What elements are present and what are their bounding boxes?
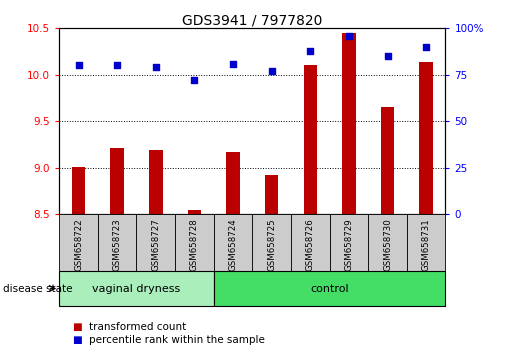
Text: transformed count: transformed count: [89, 322, 186, 332]
Bar: [368, 214, 407, 271]
Bar: [381, 107, 394, 214]
Text: GSM658724: GSM658724: [229, 219, 237, 272]
Bar: [330, 214, 368, 271]
Text: GSM658730: GSM658730: [383, 219, 392, 272]
Bar: [291, 214, 330, 271]
Text: GSM658723: GSM658723: [113, 219, 122, 272]
Bar: [214, 271, 445, 306]
Bar: [303, 65, 317, 214]
Point: [306, 48, 314, 53]
Bar: [136, 214, 175, 271]
Point: [229, 61, 237, 67]
Bar: [175, 214, 214, 271]
Bar: [72, 167, 85, 214]
Point: [113, 63, 122, 68]
Bar: [265, 175, 279, 214]
Bar: [59, 271, 214, 306]
Text: vaginal dryness: vaginal dryness: [92, 284, 181, 293]
Text: GSM658728: GSM658728: [190, 219, 199, 272]
Text: ■: ■: [72, 322, 82, 332]
Title: GDS3941 / 7977820: GDS3941 / 7977820: [182, 13, 322, 27]
Bar: [187, 210, 201, 214]
Bar: [407, 214, 445, 271]
Bar: [252, 214, 291, 271]
Point: [191, 78, 199, 83]
Bar: [110, 148, 124, 214]
Bar: [342, 33, 356, 214]
Point: [268, 68, 276, 74]
Text: ■: ■: [72, 335, 82, 345]
Bar: [214, 214, 252, 271]
Text: disease state: disease state: [3, 284, 72, 293]
Point: [422, 44, 431, 50]
Point: [383, 53, 392, 59]
Point: [345, 33, 353, 39]
Text: GSM658722: GSM658722: [74, 219, 83, 272]
Text: GSM658731: GSM658731: [422, 219, 431, 272]
Point: [74, 63, 82, 68]
Point: [152, 64, 160, 70]
Text: GSM658729: GSM658729: [345, 219, 353, 271]
Bar: [59, 214, 98, 271]
Text: percentile rank within the sample: percentile rank within the sample: [89, 335, 265, 345]
Text: GSM658726: GSM658726: [306, 219, 315, 272]
Bar: [419, 62, 433, 214]
Bar: [149, 150, 163, 214]
Text: GSM658725: GSM658725: [267, 219, 276, 272]
Bar: [98, 214, 136, 271]
Text: GSM658727: GSM658727: [151, 219, 160, 272]
Text: control: control: [310, 284, 349, 293]
Bar: [226, 152, 240, 214]
